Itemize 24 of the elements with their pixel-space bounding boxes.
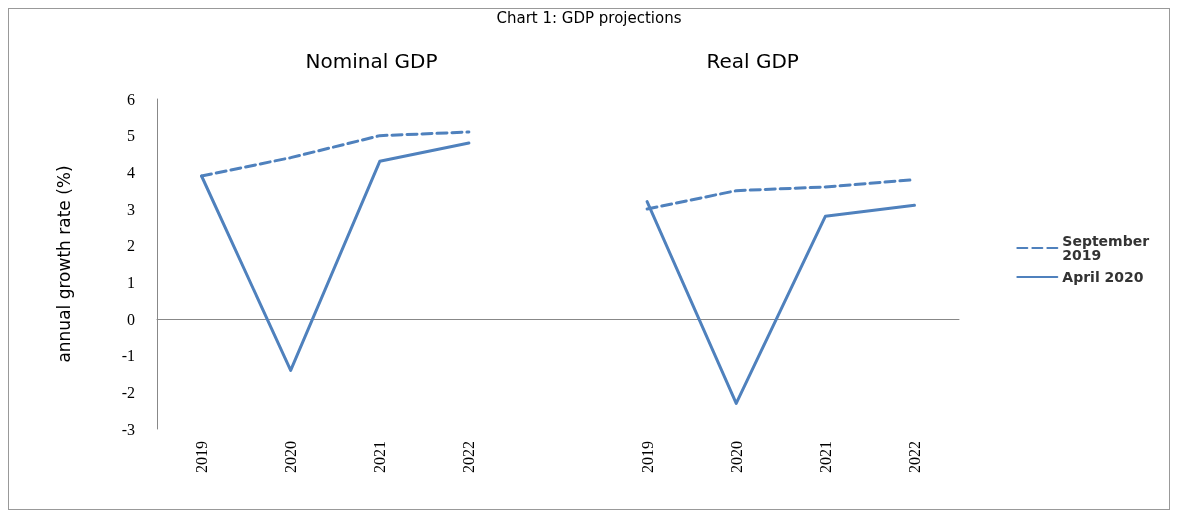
x-tick-label: 2020 <box>727 441 745 473</box>
y-tick-label: -3 <box>121 420 135 438</box>
x-tick-label: 2020 <box>282 441 300 473</box>
y-tick-label: -1 <box>121 347 135 365</box>
legend-label: April 2020 <box>1062 269 1144 285</box>
y-tick-label: 3 <box>127 200 135 218</box>
y-axis-title: annual growth rate (%) <box>53 165 74 363</box>
y-tick-label: -2 <box>121 383 135 401</box>
y-tick-label: 2 <box>127 237 135 255</box>
x-tick-label: 2021 <box>816 441 834 473</box>
y-tick-label: 4 <box>127 163 135 181</box>
y-tick-label: 5 <box>127 127 135 145</box>
x-tick-label: 2022 <box>460 441 478 473</box>
chart-title: Chart 1: GDP projections <box>496 8 682 27</box>
legend-label: September 2019 <box>1062 233 1154 263</box>
x-tick-label: 2019 <box>638 441 656 473</box>
y-tick-label: 0 <box>127 310 135 328</box>
x-tick-label: 2021 <box>371 441 389 473</box>
x-tick-label: 2022 <box>905 441 923 473</box>
text: Real GDP <box>706 49 799 73</box>
y-tick-label: 1 <box>127 273 135 291</box>
y-tick-label: 6 <box>127 90 135 108</box>
x-tick-label: 2019 <box>193 441 211 473</box>
text: Nominal GDP <box>305 49 438 73</box>
